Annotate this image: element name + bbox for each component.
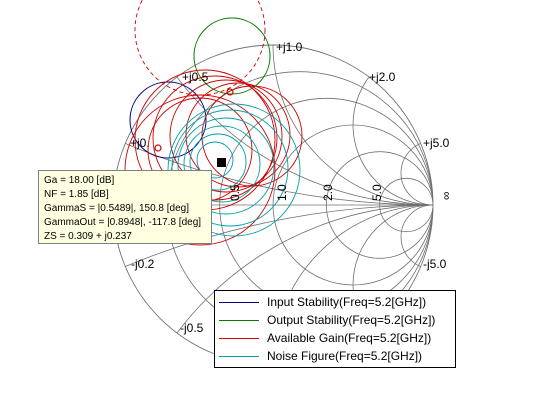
noise-figure-circle bbox=[171, 109, 289, 227]
label-j1: +j1.0 bbox=[276, 40, 303, 54]
reactance-arc bbox=[352, 204, 433, 365]
legend-swatch bbox=[219, 319, 259, 321]
label-j02: +j0. bbox=[130, 136, 150, 150]
noise-optimum-marker bbox=[154, 144, 162, 152]
label-j5: +j5.0 bbox=[423, 136, 450, 150]
legend-label: Output Stability(Freq=5.2[GHz]) bbox=[267, 313, 436, 327]
legend-label: Input Stability(Freq=5.2[GHz]) bbox=[267, 295, 427, 309]
available-gain-circle bbox=[201, 85, 303, 187]
label-r20: 2.0 bbox=[321, 184, 335, 201]
legend: Input Stability(Freq=5.2[GHz]) Output St… bbox=[214, 290, 456, 368]
stability-gain-noise-contours bbox=[124, 0, 303, 246]
label-r05: 0.5 bbox=[228, 184, 242, 201]
label-mj02: -j0.2 bbox=[131, 257, 155, 271]
legend-item: Noise Figure(Freq=5.2[GHz]) bbox=[219, 347, 455, 365]
reactance-arc bbox=[352, 45, 433, 206]
noise-figure-circle bbox=[177, 117, 275, 215]
tooltip-nf: NF = 1.85 [dB] bbox=[44, 189, 109, 200]
legend-label: Available Gain(Freq=5.2[GHz]) bbox=[267, 331, 432, 345]
available-gain-circle bbox=[169, 79, 283, 193]
gain-optimum-marker bbox=[226, 88, 234, 96]
legend-item: Input Stability(Freq=5.2[GHz]) bbox=[219, 293, 455, 311]
cursor-marker[interactable] bbox=[217, 158, 226, 167]
label-mj05: -j0.5 bbox=[180, 321, 204, 335]
legend-swatch bbox=[219, 337, 259, 339]
tooltip-zs: ZS = 0.309 + j0.237 bbox=[44, 231, 132, 242]
gain-boundary-circle bbox=[134, 0, 266, 96]
legend-swatch bbox=[219, 355, 259, 357]
noise-figure-circle bbox=[189, 133, 247, 191]
input-stability-circle bbox=[129, 81, 207, 159]
tooltip-ga: Ga = 18.00 [dB] bbox=[44, 175, 115, 186]
label-j2: +j2.0 bbox=[369, 70, 396, 84]
noise-figure-circle bbox=[183, 125, 261, 203]
legend-swatch bbox=[219, 301, 259, 303]
legend-label: Noise Figure(Freq=5.2[GHz]) bbox=[267, 349, 423, 363]
legend-item: Available Gain(Freq=5.2[GHz]) bbox=[219, 329, 455, 347]
label-inf: ∞ bbox=[439, 191, 453, 200]
tooltip-gammas: GammaS = |0.5489|, 150.8 [deg] bbox=[44, 203, 190, 214]
reactance-arc bbox=[400, 204, 433, 270]
label-j05: +j0.5 bbox=[182, 70, 209, 84]
noise-figure-circle bbox=[196, 141, 234, 179]
label-mj5: -j5.0 bbox=[423, 257, 447, 271]
readout-tooltip: Ga = 18.00 [dB] NF = 1.85 [dB] GammaS = … bbox=[38, 170, 212, 244]
reactance-arc bbox=[400, 140, 433, 206]
label-r10: 1.0 bbox=[275, 184, 289, 201]
tooltip-gammaout: GammaOut = |0.8948|, -117.8 [deg] bbox=[44, 217, 202, 228]
label-r50: 5.0 bbox=[370, 184, 384, 201]
legend-item: Output Stability(Freq=5.2[GHz]) bbox=[219, 311, 455, 329]
reactance-arc bbox=[272, 45, 433, 206]
